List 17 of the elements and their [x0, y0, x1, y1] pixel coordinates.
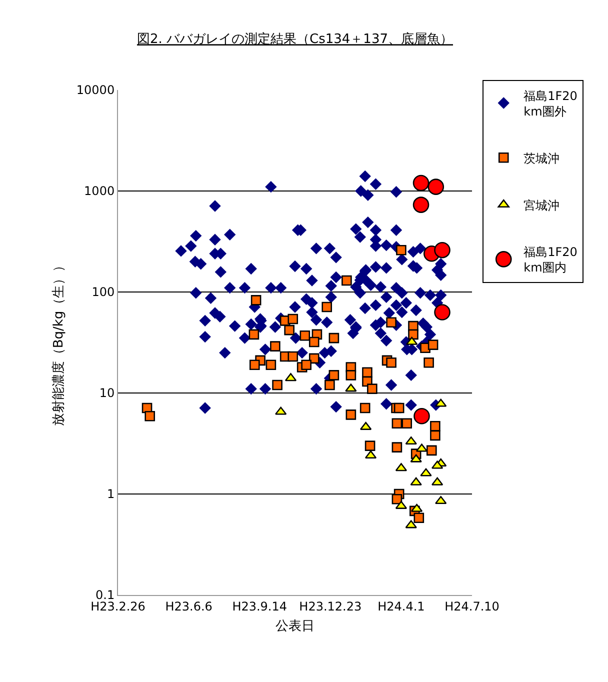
legend-label: 福島1F20km圏内: [524, 245, 578, 275]
x-tick-label: H23.6.6: [165, 599, 212, 614]
y-tick-label: 1: [106, 487, 115, 502]
legend-label: 茨城沖: [524, 151, 560, 166]
y-tick-label: 10: [99, 386, 115, 400]
x-tick-label: H23.12.23: [299, 599, 362, 614]
legend-label: 宮城沖: [524, 198, 560, 212]
y-tick-label: 100: [92, 285, 115, 300]
y-tick-label: 10000: [76, 83, 115, 98]
x-tick-label: H24.4.1: [378, 599, 425, 614]
y-tick-label: 1000: [84, 184, 115, 198]
x-tick-label: H23.9.14: [232, 599, 288, 614]
y-axis-title: 放射能濃度（Bq/kg（生））: [50, 258, 66, 426]
x-axis-title: 公表日: [276, 619, 314, 634]
legend-label: 福島1F20km圏外: [524, 88, 578, 118]
chart-title: 図2. ババガレイの測定結果（Cs134＋137、底層魚）: [136, 32, 454, 48]
x-tick-label: H24.7.10: [444, 599, 500, 614]
